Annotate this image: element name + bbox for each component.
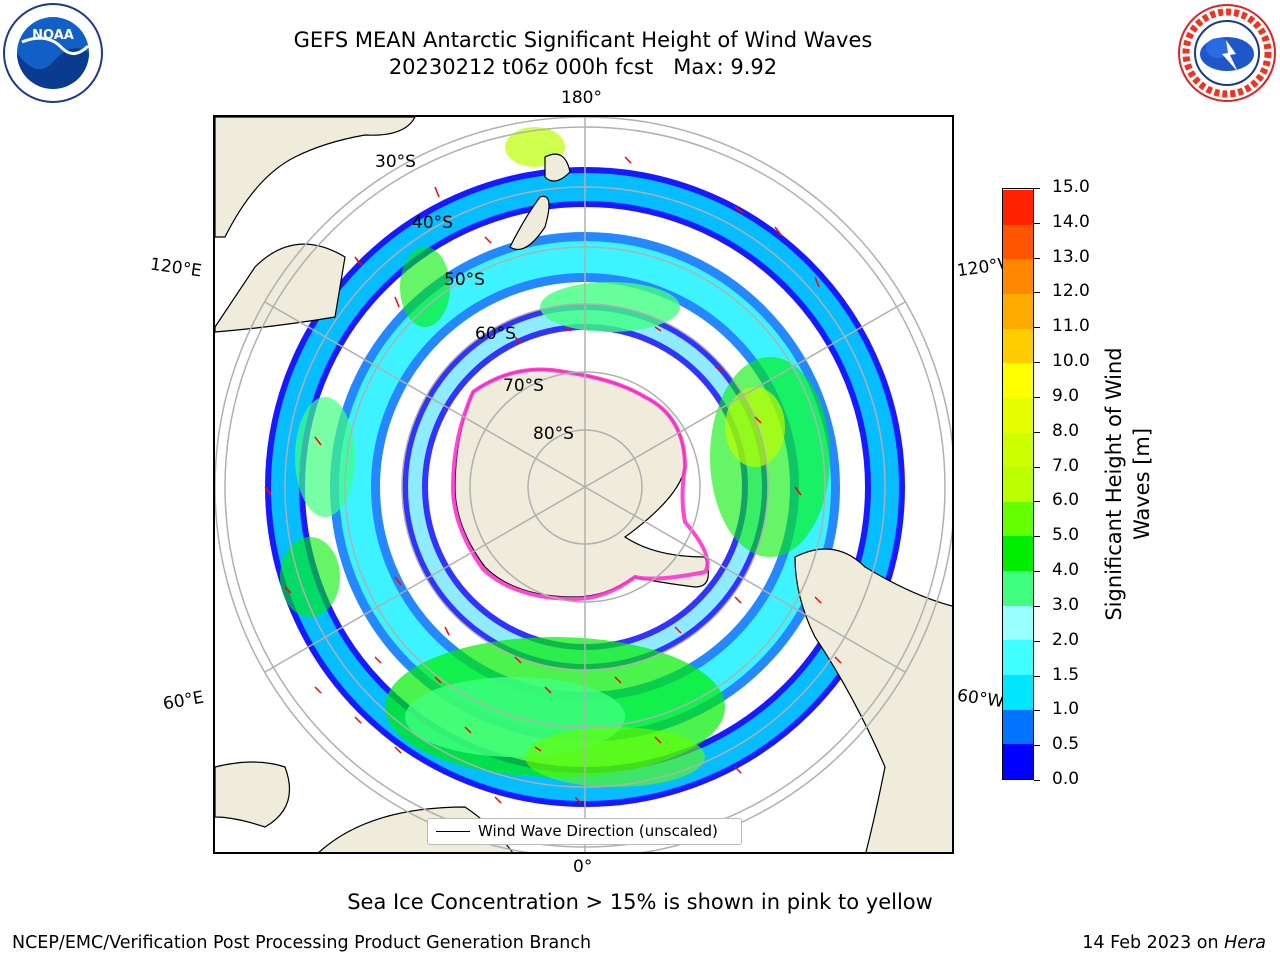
colorbar-tick-label: 3.0	[1052, 594, 1080, 615]
colorbar-tick	[1034, 396, 1040, 398]
colorbar-segment	[1003, 397, 1033, 433]
lat-label-40s: 40°S	[412, 213, 453, 233]
colorbar-tick-label: 9.0	[1052, 385, 1080, 406]
colorbar-tick-label: 10.0	[1052, 351, 1090, 372]
legend-label: Wind Wave Direction (unscaled)	[478, 822, 718, 840]
colorbar-tick-label: 12.0	[1052, 281, 1090, 302]
colorbar-segment	[1003, 189, 1033, 225]
colorbar-tick-label: 1.5	[1052, 664, 1080, 685]
chart-subtitle: 20230212 t06z 000h fcst Max: 9.92	[388, 55, 778, 79]
colorbar-segment	[1003, 501, 1033, 537]
colorbar-segment	[1003, 328, 1033, 364]
colorbar-tick	[1034, 571, 1040, 573]
lon-label-0: 0°	[573, 857, 593, 877]
colorbar-tick-label: 15.0	[1052, 177, 1090, 197]
noaa-logo: NOAA	[2, 2, 104, 104]
colorbar-tick	[1034, 780, 1040, 781]
colorbar-tick-label: 0.0	[1052, 769, 1080, 789]
colorbar-segment	[1003, 362, 1033, 398]
colorbar-segment	[1003, 570, 1033, 606]
generation-date: 14 Feb 2023 on Hera	[1082, 933, 1266, 953]
colorbar-segment	[1003, 709, 1033, 745]
colorbar-segment	[1003, 674, 1033, 710]
colorbar-segment	[1003, 258, 1033, 294]
colorbar-tick	[1034, 257, 1040, 259]
lon-label-120w: 120°W	[955, 254, 1006, 282]
lat-label-60s: 60°S	[475, 324, 516, 344]
colorbar-tick	[1034, 466, 1040, 468]
lon-label-60w: 60°W	[955, 685, 1006, 713]
colorbar-segment	[1003, 605, 1033, 641]
machine-name: Hera	[1224, 933, 1266, 953]
colorbar-tick	[1034, 292, 1040, 294]
colorbar-tick	[1034, 222, 1040, 224]
colorbar-label: Significant Height of Wind Waves [m]	[1102, 347, 1154, 621]
colorbar-tick-label: 2.0	[1052, 629, 1080, 650]
colorbar	[1002, 188, 1034, 780]
chart-title: GEFS MEAN Antarctic Significant Height o…	[293, 28, 873, 52]
colorbar-segment	[1003, 535, 1033, 572]
colorbar-tick	[1034, 327, 1040, 329]
nws-logo	[1176, 2, 1278, 104]
polar-map	[213, 115, 954, 854]
colorbar-tick	[1034, 362, 1040, 364]
colorbar-tick	[1034, 501, 1040, 503]
producer-credit: NCEP/EMC/Verification Post Processing Pr…	[12, 933, 592, 953]
colorbar-tick	[1034, 710, 1040, 712]
colorbar-tick	[1034, 431, 1040, 433]
colorbar-segment	[1003, 293, 1033, 329]
lat-label-30s: 30°S	[375, 152, 416, 172]
colorbar-segment	[1003, 743, 1033, 779]
lon-label-120e: 120°E	[148, 254, 203, 282]
colorbar-segment	[1003, 466, 1033, 502]
sea-ice	[450, 367, 710, 602]
colorbar-tick-label: 14.0	[1052, 211, 1090, 232]
colorbar-tick-label: 0.5	[1052, 734, 1080, 755]
colorbar-tick-label: 11.0	[1052, 316, 1090, 337]
colorbar-tick	[1034, 640, 1040, 642]
date-text: 14 Feb 2023 on	[1082, 933, 1225, 953]
colorbar-tick-label: 5.0	[1052, 525, 1080, 546]
wind-arrows	[264, 156, 842, 804]
colorbar-tick-label: 4.0	[1052, 560, 1080, 581]
colorbar-segment	[1003, 224, 1033, 260]
lat-label-80s: 80°S	[533, 424, 574, 444]
colorbar-tick-label: 6.0	[1052, 490, 1080, 511]
lat-label-50s: 50°S	[444, 270, 485, 290]
colorbar-tick	[1034, 188, 1040, 189]
colorbar-tick-label: 7.0	[1052, 455, 1080, 476]
graticule	[224, 117, 946, 852]
colorbar-tick-label: 8.0	[1052, 420, 1080, 441]
colorbar-segment	[1003, 639, 1033, 676]
colorbar-tick	[1034, 536, 1040, 538]
colorbar-tick-label: 1.0	[1052, 699, 1080, 720]
colorbar-tick	[1034, 745, 1040, 747]
colorbar-segment	[1003, 432, 1033, 468]
lon-label-60e: 60°E	[161, 687, 206, 715]
colorbar-tick	[1034, 605, 1040, 607]
legend-line-swatch	[436, 831, 470, 832]
lat-label-70s: 70°S	[503, 376, 544, 396]
sea-ice-note: Sea Ice Concentration > 15% is shown in …	[347, 890, 933, 914]
map-canvas	[215, 117, 952, 852]
colorbar-tick-label: 13.0	[1052, 246, 1090, 267]
land	[215, 117, 952, 852]
colorbar-tick	[1034, 675, 1040, 677]
noaa-logo-text: NOAA	[32, 28, 74, 43]
map-legend: Wind Wave Direction (unscaled)	[427, 818, 742, 845]
lon-label-180: 180°	[561, 88, 602, 108]
